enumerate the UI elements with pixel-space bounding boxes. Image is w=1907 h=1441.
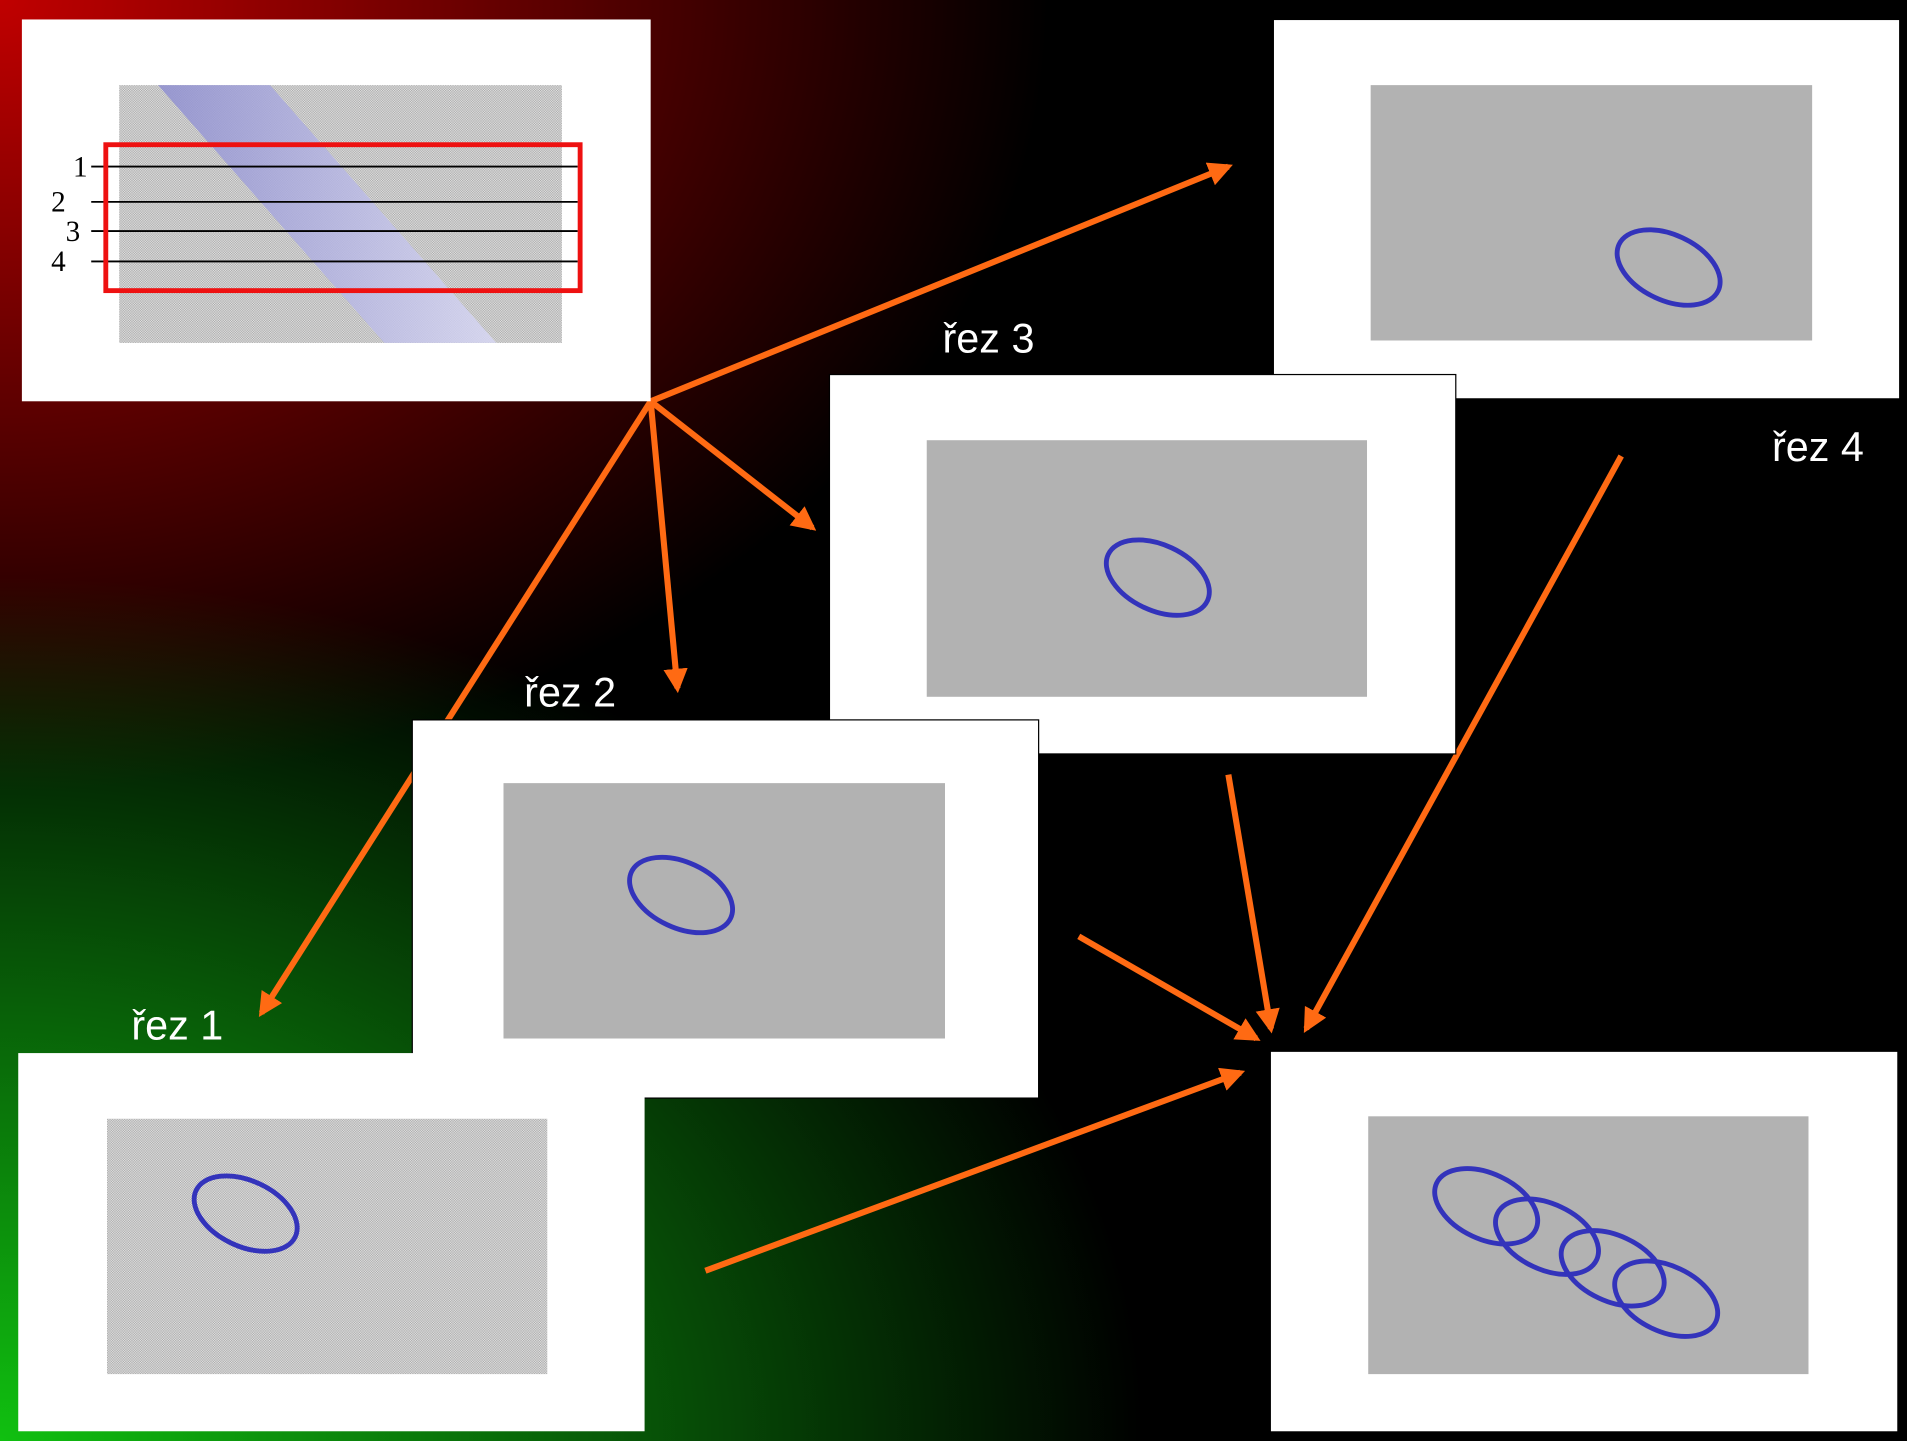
arrow [647, 401, 688, 694]
slice-4-panel [1272, 18, 1901, 400]
slice-label: řez 3 [943, 316, 1035, 362]
arrow [258, 399, 654, 1018]
ellipse [1103, 537, 1212, 618]
arrow [649, 162, 1233, 405]
band [158, 85, 497, 343]
image [1368, 1116, 1809, 1375]
arrow [1077, 933, 1261, 1042]
slice-number: 1 [73, 151, 88, 183]
slice-3-panel [828, 373, 1457, 755]
arrow [704, 1067, 1246, 1274]
ellipse [1432, 1166, 1541, 1247]
ellipse [1558, 1228, 1667, 1309]
ellipse [1612, 1258, 1721, 1339]
slice-number: 3 [66, 216, 81, 248]
selection [103, 142, 583, 294]
source-panel: 1 2 3 4 [21, 19, 651, 402]
slice-number: 2 [51, 187, 66, 219]
ellipse [627, 854, 736, 936]
slice-label: řez 1 [131, 1003, 223, 1049]
arrow [648, 398, 817, 531]
slice-label: řez 2 [524, 670, 616, 716]
image [503, 783, 945, 1039]
result-panel [1270, 1051, 1898, 1432]
slice-number: 4 [51, 246, 66, 278]
image [1370, 85, 1813, 341]
slice-1-panel [18, 1053, 645, 1432]
arrows [258, 162, 1624, 1274]
slice-label: řez 4 [1772, 424, 1864, 470]
arrow [1303, 454, 1624, 1034]
ellipse [1614, 227, 1723, 308]
texture [107, 1118, 548, 1375]
slice-2-panel [411, 719, 1040, 1099]
ellipse [191, 1173, 300, 1254]
ellipse [1493, 1196, 1601, 1277]
arrow [1225, 774, 1280, 1034]
image [926, 440, 1368, 697]
